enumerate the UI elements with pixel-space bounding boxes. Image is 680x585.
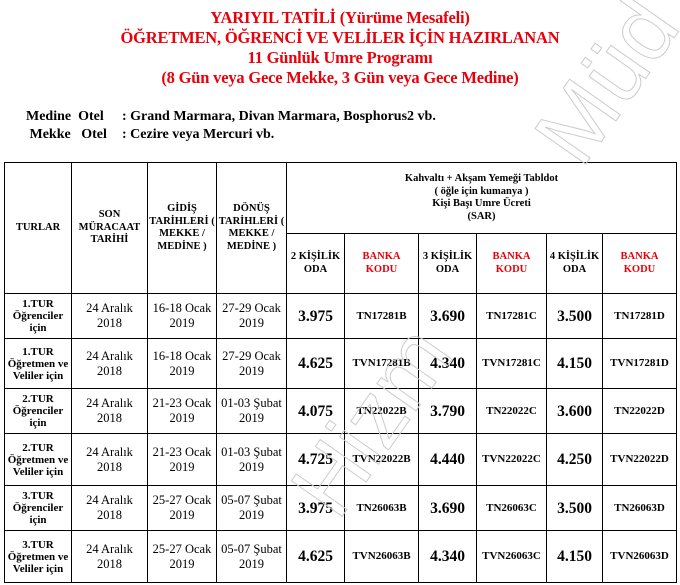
bank-code-2: TVN22022B	[344, 433, 419, 486]
header-room-2: 2 KİŞİLİK ODA	[286, 233, 345, 294]
tour-name: 2.TUR Öğretmen ve Veliler için	[4, 433, 72, 486]
header-price-group: Kahvaltı + Akşam Yemeği Tabldot ( öğle i…	[285, 162, 678, 234]
price-3-person: 3.690	[418, 293, 477, 339]
return-dates: 05-07 Şubat 2019	[216, 485, 287, 531]
table-row: 3.TUR Öğretmen ve Veliler için 24 Aralık …	[4, 530, 678, 583]
return-dates: 01-03 Şubat 2019	[216, 388, 287, 434]
group-line: Kişi Başı Umre Ücreti	[432, 198, 531, 209]
bank-code-4: TVN22022D	[601, 433, 678, 486]
departure-dates: 21-23 Ocak 2019	[147, 388, 217, 434]
title-line: (8 Gün veya Gece Mekke, 3 Gün veya Gece …	[161, 68, 519, 87]
hotel-medine: Medine Otel : Grand Marmara, Divan Marma…	[26, 108, 436, 126]
departure-dates: 16-18 Ocak 2019	[147, 338, 217, 389]
group-line: ( öğle için kumanya )	[434, 185, 529, 197]
price-3-person: 4.340	[418, 338, 477, 389]
deadline: 24 Aralık 2018	[71, 388, 148, 434]
price-3-person: 3.690	[418, 485, 477, 531]
bank-code-3: TN17281C	[476, 293, 547, 339]
header-room-3: 3 KİŞİLİK ODA	[418, 233, 477, 294]
departure-dates: 21-23 Ocak 2019	[147, 433, 217, 486]
price-4-person: 4.250	[546, 433, 603, 486]
bank-code-2: TN26063B	[344, 485, 419, 531]
program-title: YARIYIL TATİLİ (Yürüme Mesafeli) ÖĞRETME…	[0, 8, 680, 88]
price-2-person: 3.975	[286, 293, 345, 339]
bank-code-3: TN22022C	[476, 388, 547, 434]
departure-dates: 16-18 Ocak 2019	[147, 293, 217, 339]
price-2-person: 4.725	[286, 433, 345, 486]
hotel-value: : Cezire veya Mercuri vb.	[122, 127, 275, 142]
deadline: 24 Aralık 2018	[71, 485, 148, 531]
table-row: 3.TUR Öğrenciler için 24 Aralık 2018 25-27…	[4, 485, 678, 531]
price-4-person: 4.150	[546, 530, 603, 583]
tour-name: 3.TUR Öğrenciler için	[4, 485, 72, 531]
price-3-person: 3.790	[418, 388, 477, 434]
return-dates: 27-29 Ocak 2019	[216, 293, 287, 339]
hotel-info: Medine Otel : Grand Marmara, Divan Marma…	[26, 108, 436, 144]
bank-code-2: TN22022B	[344, 388, 419, 434]
price-3-person: 4.440	[418, 433, 477, 486]
bank-code-2: TVN26063B	[344, 530, 419, 583]
bank-code-4: TN26063D	[601, 485, 678, 531]
hotel-mekke: Mekke Otel : Cezire veya Mercuri vb.	[26, 126, 436, 144]
price-4-person: 3.500	[546, 293, 603, 339]
table-row: 1.TUR Öğretmen ve Veliler için 24 Aralık …	[4, 338, 678, 389]
departure-dates: 25-27 Ocak 2019	[147, 485, 217, 531]
title-line: ÖĞRETMEN, ÖĞRENCİ VE VELİLER İÇİN HAZIRL…	[120, 28, 560, 47]
header-bank-code: BANKA KODU	[601, 233, 678, 294]
return-dates: 01-03 Şubat 2019	[216, 433, 287, 486]
table-row: 1.TUR Öğrenciler için 24 Aralık 2018 16-18…	[4, 293, 678, 339]
price-3-person: 4.340	[418, 530, 477, 583]
header-room-4: 4 KİŞİLİK ODA	[546, 233, 603, 294]
tour-price-table: TURLAR SON MÜRACAAT TARİHİ GİDİŞ TARİHLE…	[4, 162, 678, 583]
deadline: 24 Aralık 2018	[71, 433, 148, 486]
deadline: 24 Aralık 2018	[71, 338, 148, 389]
header-bank-code: BANKA KODU	[476, 233, 547, 294]
hotel-label: Medine Otel	[26, 109, 104, 124]
tour-name: 1.TUR Öğrenciler için	[4, 293, 72, 339]
bank-code-4: TN17281D	[601, 293, 678, 339]
price-4-person: 4.150	[546, 338, 603, 389]
table-row: 2.TUR Öğretmen ve Veliler için 24 Aralık …	[4, 433, 678, 486]
header-gidis: GİDİŞ TARİHLERİ ( MEKKE / MEDİNE )	[147, 162, 217, 294]
departure-dates: 25-27 Ocak 2019	[147, 530, 217, 583]
bank-code-3: TVN17281C	[476, 338, 547, 389]
price-2-person: 4.075	[286, 388, 345, 434]
bank-code-4: TVN26063D	[601, 530, 678, 583]
bank-code-3: TVN26063C	[476, 530, 547, 583]
price-4-person: 3.600	[546, 388, 603, 434]
deadline: 24 Aralık 2018	[71, 293, 148, 339]
table-row: 2.TUR Öğrenciler için 24 Aralık 2018 21-23…	[4, 388, 678, 434]
price-2-person: 3.975	[286, 485, 345, 531]
title-line: YARIYIL TATİLİ (Yürüme Mesafeli)	[210, 8, 470, 27]
hotel-label: Mekke Otel	[26, 127, 107, 142]
tour-name: 1.TUR Öğretmen ve Veliler için	[4, 338, 72, 389]
price-2-person: 4.625	[286, 338, 345, 389]
bank-code-2: TN17281B	[344, 293, 419, 339]
bank-code-3: TVN22022C	[476, 433, 547, 486]
bank-code-4: TN22022D	[601, 388, 678, 434]
header-donus: DÖNÜŞ TARİHLERİ ( MEKKE / MEDİNE )	[216, 162, 287, 294]
group-line: Kahvaltı + Akşam Yemeği Tabldot	[404, 173, 559, 184]
return-dates: 05-07 Şubat 2019	[216, 530, 287, 583]
bank-code-3: TN26063C	[476, 485, 547, 531]
hotel-value: : Grand Marmara, Divan Marmara, Bosphoru…	[122, 109, 436, 124]
price-4-person: 3.500	[546, 485, 603, 531]
header-son-muracaat: SON MÜRACAAT TARİHİ	[71, 162, 148, 294]
deadline: 24 Aralık 2018	[71, 530, 148, 583]
bank-code-4: TVN17281D	[601, 338, 678, 389]
group-line: (SAR)	[467, 210, 496, 222]
header-bank-code: BANKA KODU	[344, 233, 419, 294]
header-turlar: TURLAR	[4, 162, 72, 294]
title-line: 11 Günlük Umre Programı	[247, 48, 433, 67]
price-2-person: 4.625	[286, 530, 345, 583]
tour-name: 2.TUR Öğrenciler için	[4, 388, 72, 434]
return-dates: 27-29 Ocak 2019	[216, 338, 287, 389]
bank-code-2: TVN17281B	[344, 338, 419, 389]
tour-name: 3.TUR Öğretmen ve Veliler için	[4, 530, 72, 583]
